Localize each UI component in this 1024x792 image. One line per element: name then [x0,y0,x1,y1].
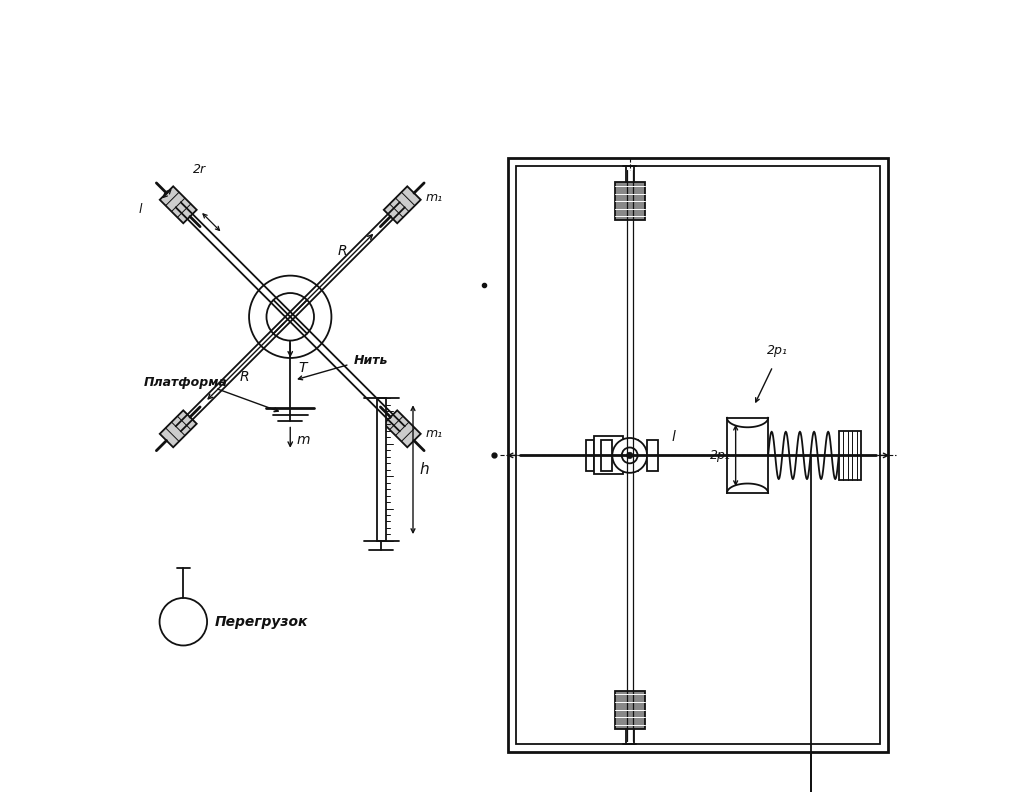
Polygon shape [160,410,197,447]
Text: Перегрузок: Перегрузок [215,615,308,629]
Bar [508,158,888,752]
Text: m: m [297,433,310,447]
Bar [601,440,612,471]
Circle shape [612,438,647,473]
Circle shape [249,276,332,358]
Text: m₁: m₁ [426,427,443,440]
Text: m₁: m₁ [426,191,443,204]
Bar [630,440,638,471]
Polygon shape [384,186,421,223]
Bar [614,182,645,220]
Text: T: T [298,361,306,375]
Bar [727,418,768,493]
Polygon shape [384,410,421,447]
Text: h: h [420,463,429,477]
Text: Нить: Нить [353,354,388,367]
Text: l: l [138,203,142,215]
Text: Платформа: Платформа [143,375,227,389]
Bar [614,691,645,729]
Bar [839,431,861,480]
Circle shape [627,452,633,459]
Bar [647,440,658,471]
Bar [516,166,881,744]
Polygon shape [160,186,197,223]
Text: 2p₂: 2p₂ [710,449,730,462]
Text: 2p₁: 2p₁ [767,345,788,357]
Bar [586,440,594,471]
Text: R: R [240,371,250,384]
Bar [377,398,386,541]
Text: l: l [672,430,675,444]
Text: R: R [338,244,347,258]
Bar [594,436,623,474]
Text: 2r: 2r [193,163,206,176]
